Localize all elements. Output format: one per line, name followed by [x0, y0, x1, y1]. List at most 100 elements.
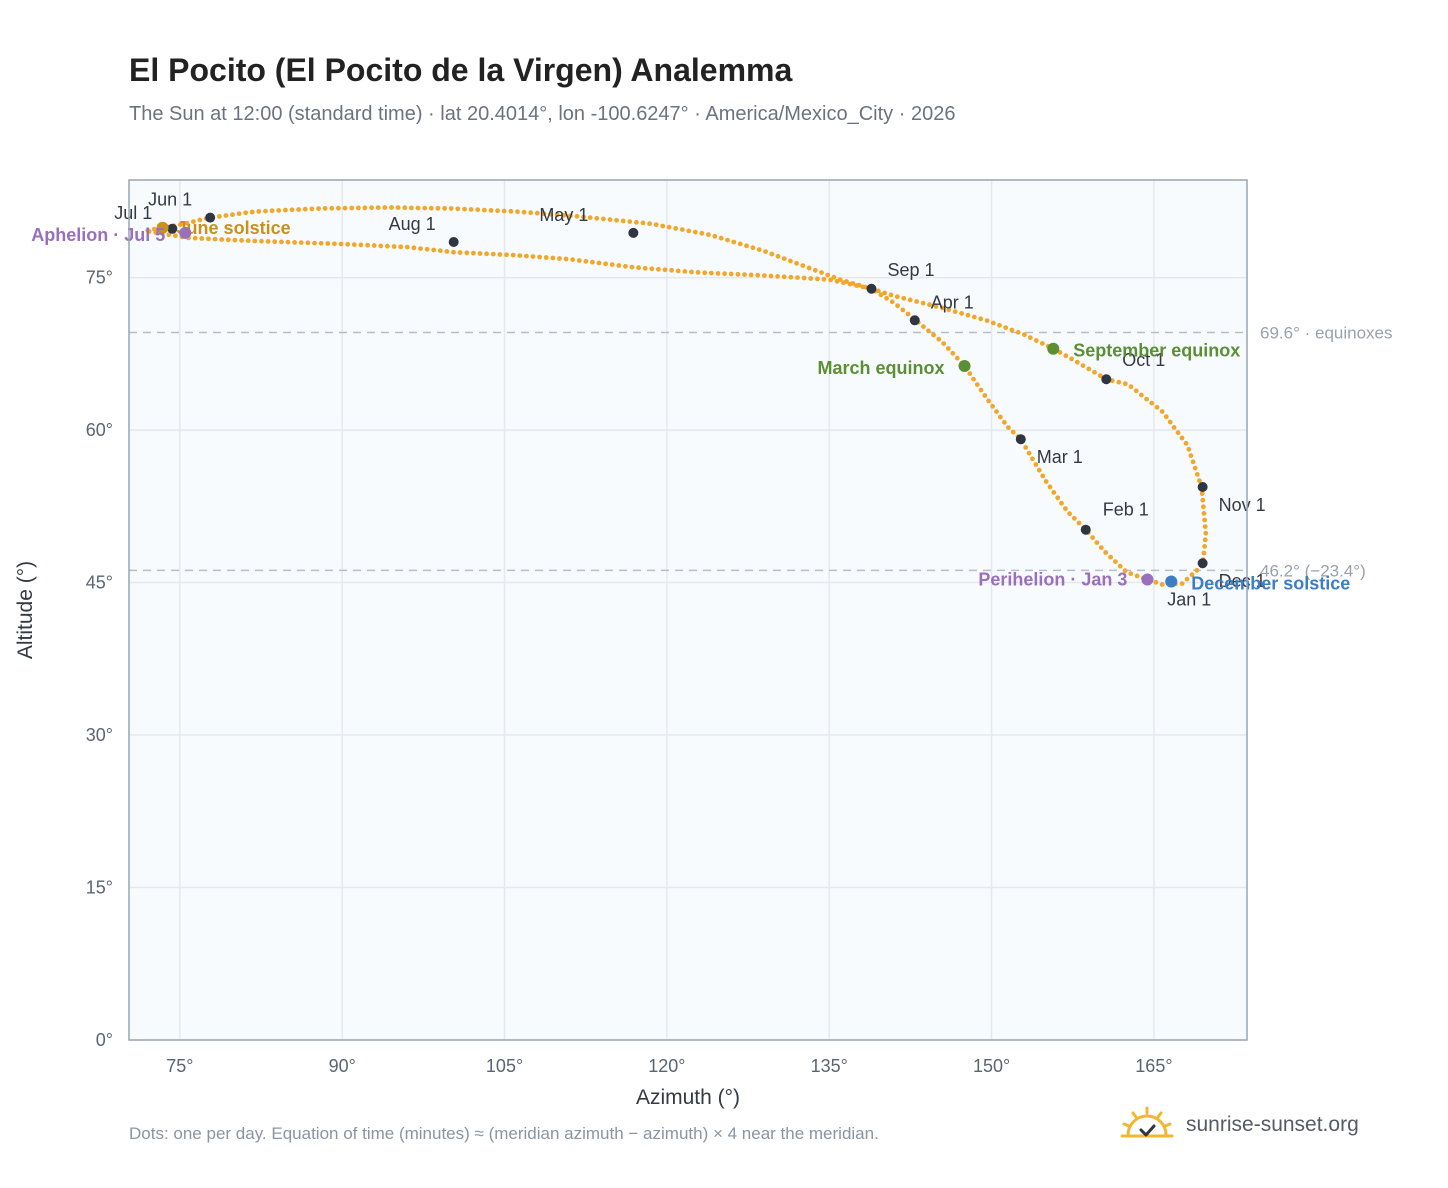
y-tick-label: 15°: [86, 878, 113, 898]
day-dot: [269, 208, 275, 214]
day-dot: [959, 311, 964, 316]
day-dot: [296, 207, 301, 212]
day-dot: [206, 236, 211, 242]
day-dot: [788, 274, 794, 280]
day-dot: [926, 328, 931, 334]
day-dot: [1202, 517, 1207, 523]
day-dot: [554, 212, 560, 218]
day-dot: [1201, 550, 1207, 556]
march-equinox-label: March equinox: [817, 358, 944, 378]
perihelion-jan-3-label: Perihelion · Jan 3: [978, 570, 1127, 590]
month-label-jan-1: Jan 1: [1167, 590, 1211, 610]
y-tick-label: 0°: [96, 1030, 113, 1050]
reference-line-label: 46.2° (−23.4°): [1260, 561, 1366, 580]
day-dot: [1069, 356, 1074, 362]
day-dot: [800, 263, 806, 268]
day-dot: [378, 243, 384, 249]
day-dot: [583, 258, 589, 264]
day-dot: [1163, 414, 1169, 420]
day-dot: [574, 213, 580, 219]
day-dot: [265, 239, 271, 244]
day-dot: [594, 215, 600, 221]
day-dot: [1116, 379, 1122, 385]
day-dot: [763, 249, 768, 255]
day-dot: [748, 272, 754, 278]
day-dot: [900, 307, 906, 313]
day-dot: [627, 219, 633, 225]
day-dot: [1194, 567, 1200, 573]
day-dot: [834, 278, 840, 284]
day-dot: [1153, 579, 1159, 585]
day-dot: [1175, 430, 1181, 436]
x-tick-label: 105°: [486, 1056, 523, 1076]
day-dot: [682, 269, 688, 274]
day-dot: [232, 237, 238, 243]
day-dot: [662, 267, 668, 273]
day-dot: [1171, 425, 1177, 430]
day-dot: [994, 409, 999, 414]
x-tick-label: 75°: [166, 1056, 193, 1076]
day-dot: [316, 206, 321, 212]
day-dot: [1159, 409, 1165, 414]
day-dot: [1023, 445, 1029, 450]
day-dot: [936, 336, 942, 342]
day-dot: [669, 267, 674, 273]
month-label-aug-1: Aug 1: [389, 214, 436, 234]
day-dot: [825, 272, 831, 278]
analemma-curve: [145, 205, 1209, 587]
day-dot: [596, 260, 602, 266]
plot-frame: [128, 179, 1248, 1041]
day-dot: [1080, 363, 1086, 368]
day-dot: [1113, 559, 1118, 564]
day-dot: [1090, 535, 1095, 540]
day-dot: [692, 229, 698, 235]
day-dot: [819, 270, 824, 275]
month-marker-oct-1: [1101, 374, 1112, 385]
month-label-oct-1: Oct 1: [1122, 350, 1165, 370]
day-dot: [455, 206, 461, 212]
x-tick-label: 165°: [1135, 1056, 1172, 1076]
day-dot: [920, 300, 926, 306]
day-dot: [967, 371, 973, 376]
day-dot: [801, 275, 807, 281]
day-dot: [984, 318, 990, 323]
day-dot: [256, 209, 262, 214]
axis-layer: 75° 90° 105° 120° 135° 150° 165° 0° 15° 30° 45° 60°…: [86, 268, 1173, 1076]
day-dot: [385, 243, 390, 249]
day-dot: [728, 271, 734, 277]
day-dot: [647, 221, 652, 227]
day-dot: [1002, 419, 1007, 425]
day-dot: [940, 305, 945, 311]
day-dot: [769, 251, 775, 257]
day-dot: [781, 256, 787, 261]
day-dot: [695, 270, 701, 275]
day-dot: [309, 206, 315, 212]
day-dot: [750, 245, 756, 251]
day-dot: [640, 220, 646, 226]
day-dot: [541, 211, 547, 217]
day-dot: [437, 248, 443, 254]
day-dot: [537, 254, 542, 260]
day-dot: [1103, 550, 1109, 555]
day-dot: [543, 255, 549, 260]
day-dot: [442, 206, 447, 211]
day-dot: [795, 275, 800, 280]
day-dot: [1194, 472, 1200, 477]
day-dot: [1055, 495, 1061, 501]
day-dot: [243, 210, 249, 216]
day-dot: [382, 205, 388, 210]
brand-logo[interactable]: sunrise-sunset.org: [1120, 1102, 1359, 1148]
day-dot: [831, 274, 837, 280]
day-dot: [620, 218, 626, 224]
chart-title: El Pocito (El Pocito de la Virgen) Anale…: [129, 52, 793, 88]
month-marker-mar-1: [1015, 434, 1026, 445]
day-dot: [448, 206, 454, 211]
day-dot: [1030, 456, 1035, 462]
day-dot: [1201, 504, 1206, 510]
day-dot: [1189, 572, 1195, 578]
day-dot: [548, 211, 553, 217]
reference-line-layer: 69.6° · equinoxes 46.2° (−23.4°): [129, 323, 1393, 580]
day-dot: [1006, 425, 1011, 430]
day-dot: [395, 205, 401, 211]
